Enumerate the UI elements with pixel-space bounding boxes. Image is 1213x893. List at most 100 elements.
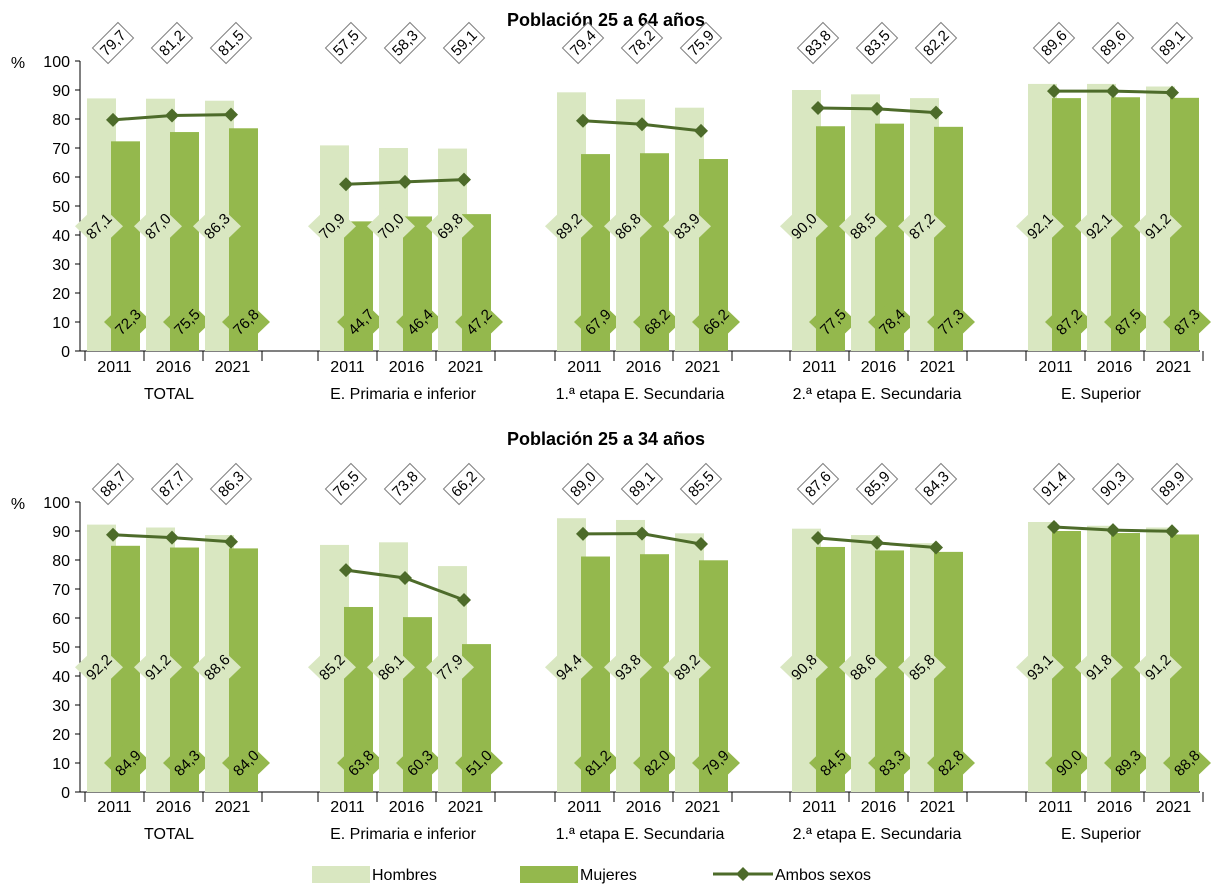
marker-ambos-sexos [929,105,943,120]
y-tick-label: 60 [52,611,70,628]
data-label-bg-mujeres [396,299,444,345]
data-label-bg-hombres [1075,203,1123,250]
y-tick-label: 90 [52,524,70,541]
data-label-bg-mujeres [927,740,975,786]
data-label-bg-mujeres [927,299,975,345]
data-label-bg-hombres [193,203,241,250]
data-label-bg-mujeres [692,740,740,786]
data-label-bg-ambos [1091,21,1135,65]
data-label-bg-hombres [663,644,711,691]
marker-ambos-sexos [1106,523,1120,538]
data-label-bg-hombres [308,644,356,691]
y-tick-label: 10 [52,315,70,332]
group-label: 1.ª etapa E. Secundaria [556,386,725,403]
y-tick-label: 0 [61,344,70,361]
data-label-bg-hombres [545,203,593,250]
y-axis-label: % [11,55,25,72]
data-label-bg-mujeres [809,740,857,786]
data-label-bg-mujeres [574,299,622,345]
data-label-bg-ambos [1150,462,1194,506]
chart-title: Población 25 a 64 años [507,10,705,30]
marker-ambos-sexos [811,530,825,545]
year-label: 2011 [1038,799,1073,816]
data-label-bg-hombres [75,203,123,250]
data-label-bg-mujeres [574,740,622,786]
data-label-bg-mujeres [633,740,681,786]
marker-ambos-sexos [929,540,943,555]
y-tick-label: 20 [52,286,70,303]
data-label-bg-hombres [1075,644,1123,691]
year-label: 2011 [330,359,365,376]
year-label: 2016 [389,799,425,816]
data-label-bg-hombres [1016,644,1064,691]
y-tick-label: 40 [52,669,70,686]
data-label-bg-mujeres [222,299,270,345]
y-tick-label: 50 [52,199,70,216]
data-label-bg-ambos [324,21,368,65]
data-label-bg-ambos [383,462,427,506]
year-label: 2021 [920,359,956,376]
data-label-bg-ambos [442,462,486,506]
y-tick-label: 100 [43,495,70,512]
year-label: 2016 [1097,799,1133,816]
y-axis-label: % [11,496,25,513]
y-tick-label: 70 [52,582,70,599]
data-label-bg-hombres [780,203,828,250]
data-label-bg-mujeres [104,740,152,786]
marker-ambos-sexos [1165,524,1179,539]
data-label-bg-ambos [150,21,194,65]
year-label: 2021 [448,359,484,376]
marker-ambos-sexos [811,100,825,115]
group-label: E. Superior [1061,826,1142,843]
y-tick-label: 30 [52,698,70,715]
data-label-bg-hombres [898,203,946,250]
year-label: 2016 [156,359,192,376]
data-label-bg-mujeres [455,740,503,786]
data-label-bg-mujeres [1045,740,1093,786]
category-group: E. Primaria e inferior201185,263,876,520… [308,462,503,843]
legend-swatch-mujeres [520,866,578,883]
data-label-bg-hombres [839,644,887,691]
marker-ambos-sexos [165,108,179,123]
data-label-bg-ambos [796,462,840,506]
data-label-bg-ambos [914,21,958,65]
data-label-bg-ambos [91,21,135,65]
data-label-bg-hombres [308,203,356,250]
marker-ambos-sexos [1165,85,1179,100]
year-label: 2011 [802,799,837,816]
year-label: 2016 [861,359,897,376]
data-label-bg-ambos [442,21,486,65]
group-label: E. Primaria e inferior [330,386,476,403]
data-label-bg-ambos [620,21,664,65]
year-label: 2021 [1156,359,1192,376]
marker-ambos-sexos [1047,519,1061,534]
data-label-bg-mujeres [692,299,740,345]
data-label-bg-ambos [1091,462,1135,506]
data-label-bg-hombres [604,644,652,691]
data-label-bg-ambos [796,21,840,65]
year-label: 2011 [1038,359,1073,376]
marker-ambos-sexos [694,123,708,138]
data-label-bg-hombres [663,203,711,250]
marker-ambos-sexos [457,593,471,608]
category-group: TOTAL201187,172,379,7201687,075,581,2202… [75,21,270,403]
marker-ambos-sexos [224,107,238,122]
data-label-bg-ambos [855,21,899,65]
data-label-bg-mujeres [1104,740,1152,786]
group-label: 2.ª etapa E. Secundaria [793,386,962,403]
category-group: 1.ª etapa E. Secundaria201194,481,289,02… [545,462,740,843]
marker-ambos-sexos [457,172,471,187]
data-label-bg-hombres [1134,203,1182,250]
data-label-bg-ambos [1032,462,1076,506]
data-label-bg-ambos [383,21,427,65]
marker-ambos-sexos [635,117,649,132]
y-tick-label: 80 [52,112,70,129]
data-label-bg-mujeres [868,740,916,786]
data-label-bg-hombres [426,644,474,691]
marker-ambos-sexos [576,526,590,541]
data-label-bg-ambos [914,462,958,506]
legend-marker-ambos [736,867,750,881]
y-tick-label: 20 [52,727,70,744]
